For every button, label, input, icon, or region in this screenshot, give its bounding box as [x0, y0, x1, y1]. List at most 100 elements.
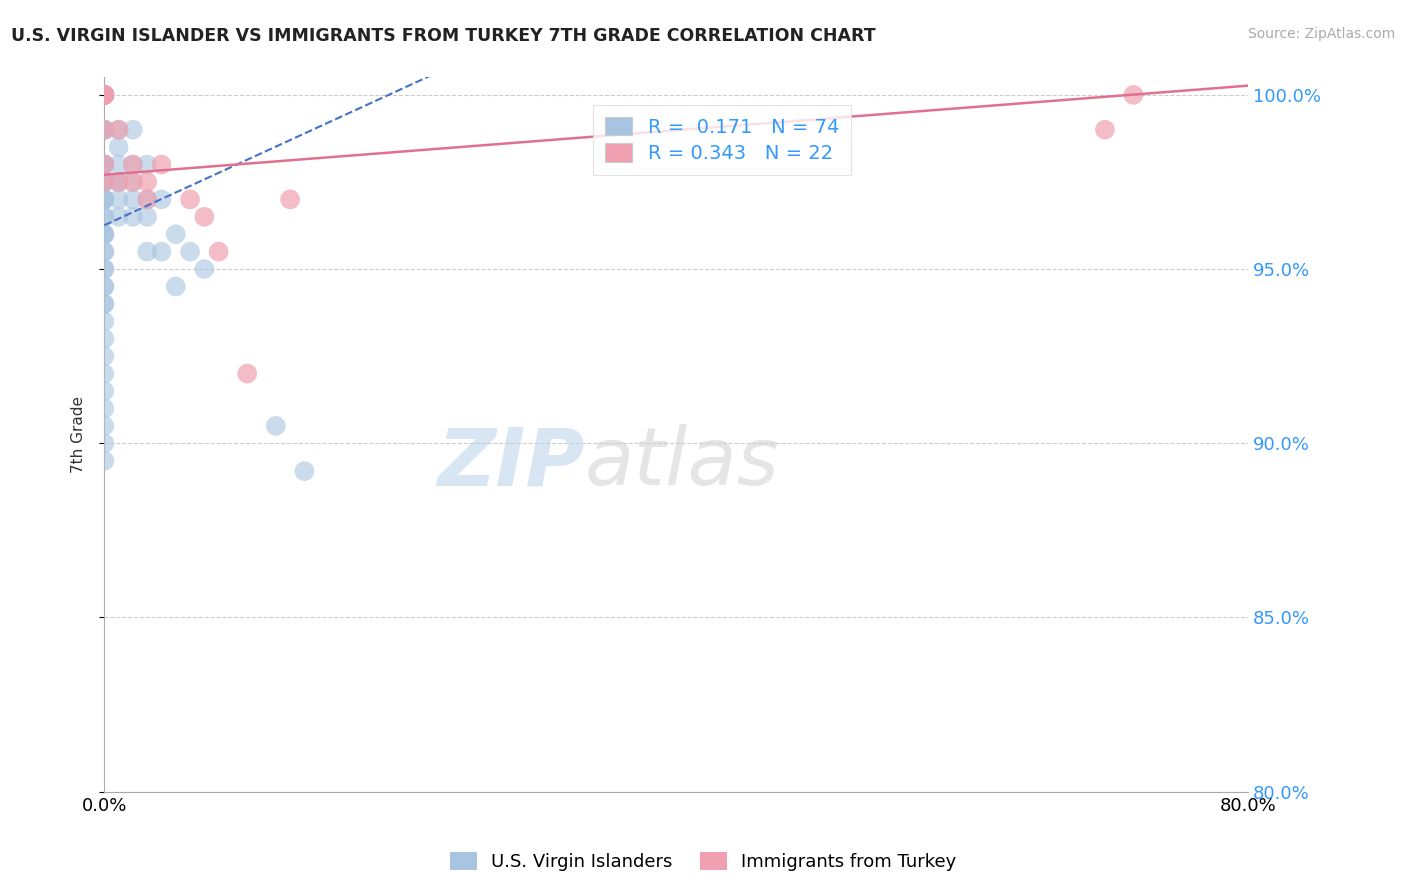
Point: [107, 210, 129, 224]
Point: [93, 175, 115, 189]
Point: [93, 227, 115, 242]
Point: [165, 227, 187, 242]
Point: [278, 193, 301, 207]
Point: [93, 122, 115, 136]
Point: [264, 418, 287, 433]
Point: [93, 175, 115, 189]
Point: [93, 193, 115, 207]
Point: [193, 262, 215, 277]
Point: [107, 157, 129, 171]
Point: [107, 175, 129, 189]
Point: [93, 279, 115, 293]
Point: [93, 332, 115, 346]
Point: [93, 193, 115, 207]
Point: [136, 193, 159, 207]
Point: [93, 87, 115, 102]
Point: [93, 193, 115, 207]
Point: [93, 175, 115, 189]
Point: [107, 122, 129, 136]
Point: [122, 175, 145, 189]
Point: [93, 367, 115, 381]
Point: [122, 193, 145, 207]
Point: [93, 122, 115, 136]
Text: ZIP: ZIP: [437, 424, 585, 502]
Point: [107, 140, 129, 154]
Point: [93, 157, 115, 171]
Point: [93, 314, 115, 328]
Point: [122, 157, 145, 171]
Point: [93, 87, 115, 102]
Point: [93, 418, 115, 433]
Point: [93, 244, 115, 259]
Point: [136, 175, 159, 189]
Point: [93, 157, 115, 171]
Point: [122, 122, 145, 136]
Point: [93, 87, 115, 102]
Point: [93, 297, 115, 311]
Point: [93, 122, 115, 136]
Point: [93, 453, 115, 467]
Text: atlas: atlas: [585, 424, 779, 502]
Point: [136, 193, 159, 207]
Point: [93, 87, 115, 102]
Point: [93, 297, 115, 311]
Point: [122, 175, 145, 189]
Point: [150, 244, 173, 259]
Point: [93, 210, 115, 224]
Point: [93, 157, 115, 171]
Point: [93, 87, 115, 102]
Point: [93, 401, 115, 416]
Point: [107, 193, 129, 207]
Point: [165, 279, 187, 293]
Legend: U.S. Virgin Islanders, Immigrants from Turkey: U.S. Virgin Islanders, Immigrants from T…: [443, 846, 963, 879]
Point: [93, 349, 115, 363]
Point: [93, 87, 115, 102]
Point: [136, 244, 159, 259]
Point: [93, 279, 115, 293]
Point: [93, 122, 115, 136]
Point: [93, 210, 115, 224]
Y-axis label: 7th Grade: 7th Grade: [72, 396, 86, 473]
Point: [93, 157, 115, 171]
Point: [93, 87, 115, 102]
Point: [93, 87, 115, 102]
Point: [93, 262, 115, 277]
Point: [93, 122, 115, 136]
Point: [93, 87, 115, 102]
Point: [122, 157, 145, 171]
Point: [122, 210, 145, 224]
Point: [93, 87, 115, 102]
Point: [93, 384, 115, 398]
Point: [179, 193, 201, 207]
Point: [136, 157, 159, 171]
Point: [236, 367, 259, 381]
Point: [136, 210, 159, 224]
Point: [93, 157, 115, 171]
Point: [93, 227, 115, 242]
Point: [1122, 87, 1144, 102]
Point: [93, 122, 115, 136]
Point: [1094, 122, 1116, 136]
Point: [93, 227, 115, 242]
Point: [93, 436, 115, 450]
Point: [93, 87, 115, 102]
Point: [150, 193, 173, 207]
Point: [107, 122, 129, 136]
Point: [93, 87, 115, 102]
Legend: R =  0.171   N = 74, R = 0.343   N = 22: R = 0.171 N = 74, R = 0.343 N = 22: [593, 105, 851, 175]
Point: [150, 157, 173, 171]
Point: [193, 210, 215, 224]
Point: [294, 464, 316, 478]
Point: [93, 262, 115, 277]
Text: Source: ZipAtlas.com: Source: ZipAtlas.com: [1247, 27, 1395, 41]
Point: [93, 244, 115, 259]
Point: [93, 193, 115, 207]
Point: [107, 175, 129, 189]
Point: [93, 87, 115, 102]
Point: [93, 122, 115, 136]
Text: U.S. VIRGIN ISLANDER VS IMMIGRANTS FROM TURKEY 7TH GRADE CORRELATION CHART: U.S. VIRGIN ISLANDER VS IMMIGRANTS FROM …: [11, 27, 876, 45]
Point: [179, 244, 201, 259]
Point: [93, 175, 115, 189]
Point: [93, 157, 115, 171]
Point: [208, 244, 231, 259]
